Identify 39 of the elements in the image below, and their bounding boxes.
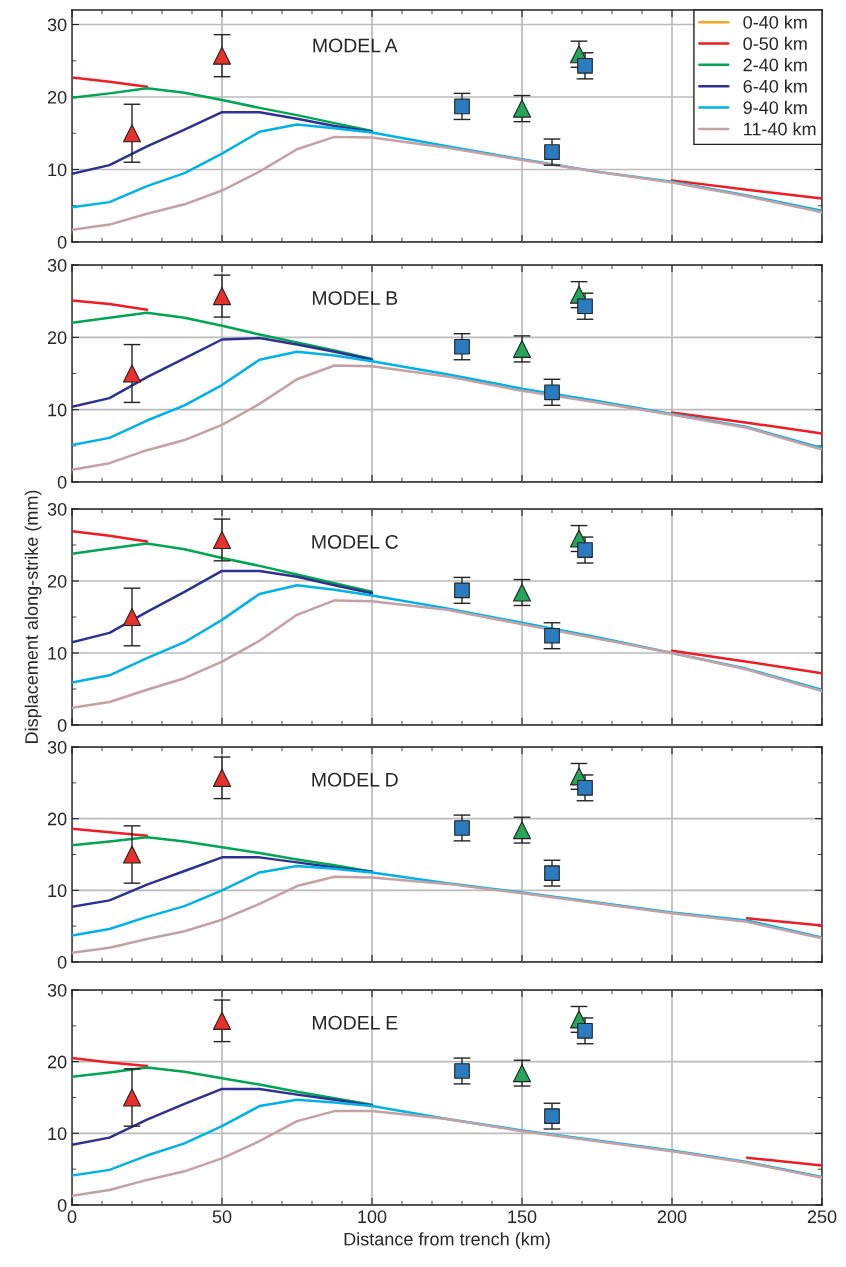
y-tick-label: 0 [57,718,67,732]
y-tick-label: 10 [48,403,67,417]
legend-label: 0-50 km [743,36,807,51]
y-tick-label: 10 [48,1127,67,1141]
y-tick-label: 30 [47,740,67,754]
text: MODEL B [312,291,398,305]
y-tick-label: 20 [47,574,67,588]
x-tick-label: 100 [358,1210,387,1224]
y-tick-label: 30 [47,983,67,997]
x-tick-label: 0 [67,1210,77,1224]
x-tick-label: 150 [508,1210,537,1224]
text: MODEL A [313,38,398,53]
y-tick-label: 20 [47,331,67,345]
y-axis-title: Displacement along-strike (mm) [24,490,42,743]
y-tick-label: 30 [47,258,67,272]
text: MODEL E [312,1015,398,1030]
y-tick-label: 20 [47,1055,67,1069]
y-tick-label: 10 [48,163,67,177]
x-axis-title: Distance from trench (km) [344,1232,550,1250]
legend-label: 6-40 km [743,79,807,93]
y-tick-label: 30 [47,502,67,516]
x-tick-label: 250 [807,1210,837,1224]
legend-label: 2-40 km [743,58,807,72]
y-tick-label: 0 [57,235,67,249]
y-tick-label: 30 [47,18,67,32]
y-tick-label: 20 [47,90,67,104]
legend-label: 9-40 km [743,100,807,115]
x-tick-label: 200 [657,1210,687,1224]
y-tick-label: 20 [47,812,67,826]
y-tick-label: 0 [57,955,67,969]
y-tick-label: 0 [57,1198,67,1212]
x-tick-label: 50 [212,1210,232,1224]
text: MODEL D [312,772,398,787]
y-tick-label: 10 [48,884,67,898]
legend-label: 11-40 km [744,122,816,136]
y-tick-label: 10 [48,646,67,660]
legend-label: 0-40 km [743,15,807,29]
text: MODEL C [312,535,398,549]
y-tick-label: 0 [57,475,67,489]
